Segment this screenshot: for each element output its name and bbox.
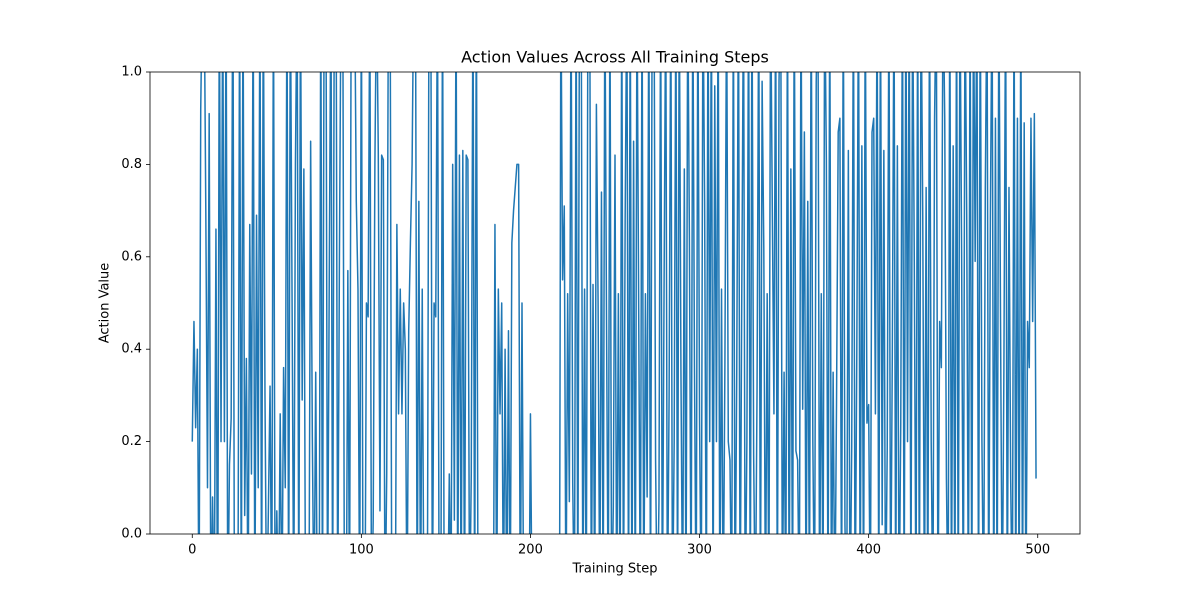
y-tick-label: 0.2 xyxy=(121,434,142,449)
x-axis-label: Training Step xyxy=(571,562,657,577)
y-tick-label: 0.8 xyxy=(121,157,142,172)
x-tick-label: 200 xyxy=(518,543,543,558)
x-tick-label: 0 xyxy=(188,543,196,558)
x-tick-label: 100 xyxy=(349,543,374,558)
y-tick-label: 1.0 xyxy=(121,65,142,80)
plot-frame xyxy=(149,71,1081,535)
x-tick-label: 500 xyxy=(1025,543,1050,558)
y-axis-label: Action Value xyxy=(98,263,113,344)
data-line xyxy=(191,72,1037,534)
y-tick-label: 0.6 xyxy=(121,249,142,264)
y-tick-label: 0.4 xyxy=(121,342,142,357)
x-tick-label: 300 xyxy=(687,543,712,558)
y-tick-label: 0.0 xyxy=(121,527,142,542)
chart-title: Action Values Across All Training Steps xyxy=(461,48,769,67)
x-tick-label: 400 xyxy=(856,543,881,558)
